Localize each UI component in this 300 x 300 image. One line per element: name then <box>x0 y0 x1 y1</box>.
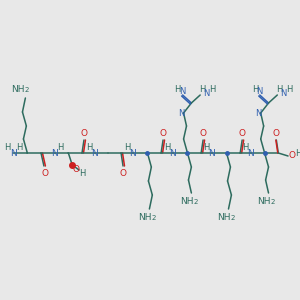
Text: H: H <box>209 85 215 94</box>
Text: H: H <box>199 85 205 94</box>
Text: N: N <box>91 148 98 158</box>
Text: NH: NH <box>257 197 270 206</box>
Text: 2: 2 <box>230 215 235 221</box>
Text: N: N <box>178 110 185 118</box>
Text: NH: NH <box>11 85 24 94</box>
Text: 2: 2 <box>151 215 155 221</box>
Text: H: H <box>276 85 283 94</box>
Text: O: O <box>273 128 280 137</box>
Text: O: O <box>80 128 88 137</box>
Text: H: H <box>252 85 258 94</box>
Text: N: N <box>179 88 186 97</box>
Text: NH: NH <box>138 214 151 223</box>
Text: H: H <box>57 143 64 152</box>
Text: H: H <box>295 149 300 158</box>
Text: NH: NH <box>217 214 230 223</box>
Text: N: N <box>280 89 286 98</box>
Text: H: H <box>286 85 292 94</box>
Text: N: N <box>51 148 58 158</box>
Text: N: N <box>208 148 215 158</box>
Text: H: H <box>86 143 92 152</box>
Text: H: H <box>175 85 181 94</box>
Text: O: O <box>119 169 127 178</box>
Text: H: H <box>79 169 85 178</box>
Text: H: H <box>4 143 11 152</box>
Text: N: N <box>256 88 263 97</box>
Text: NH: NH <box>180 197 193 206</box>
Text: H: H <box>242 143 248 152</box>
Text: 2: 2 <box>193 199 197 205</box>
Text: N: N <box>10 148 17 158</box>
Text: H: H <box>124 143 130 152</box>
Text: N: N <box>203 89 209 98</box>
Text: O: O <box>289 152 296 160</box>
Text: N: N <box>169 148 176 158</box>
Text: 2: 2 <box>24 87 28 93</box>
Text: H: H <box>203 143 209 152</box>
Text: O: O <box>160 128 167 137</box>
Text: O: O <box>239 128 246 137</box>
Text: O: O <box>200 128 207 137</box>
Text: N: N <box>129 148 136 158</box>
Text: 2: 2 <box>270 199 274 205</box>
Text: O: O <box>41 169 48 178</box>
Text: H: H <box>16 143 23 152</box>
Text: N: N <box>248 148 254 158</box>
Text: N: N <box>256 110 262 118</box>
Text: O: O <box>73 164 80 173</box>
Text: H: H <box>164 143 170 152</box>
